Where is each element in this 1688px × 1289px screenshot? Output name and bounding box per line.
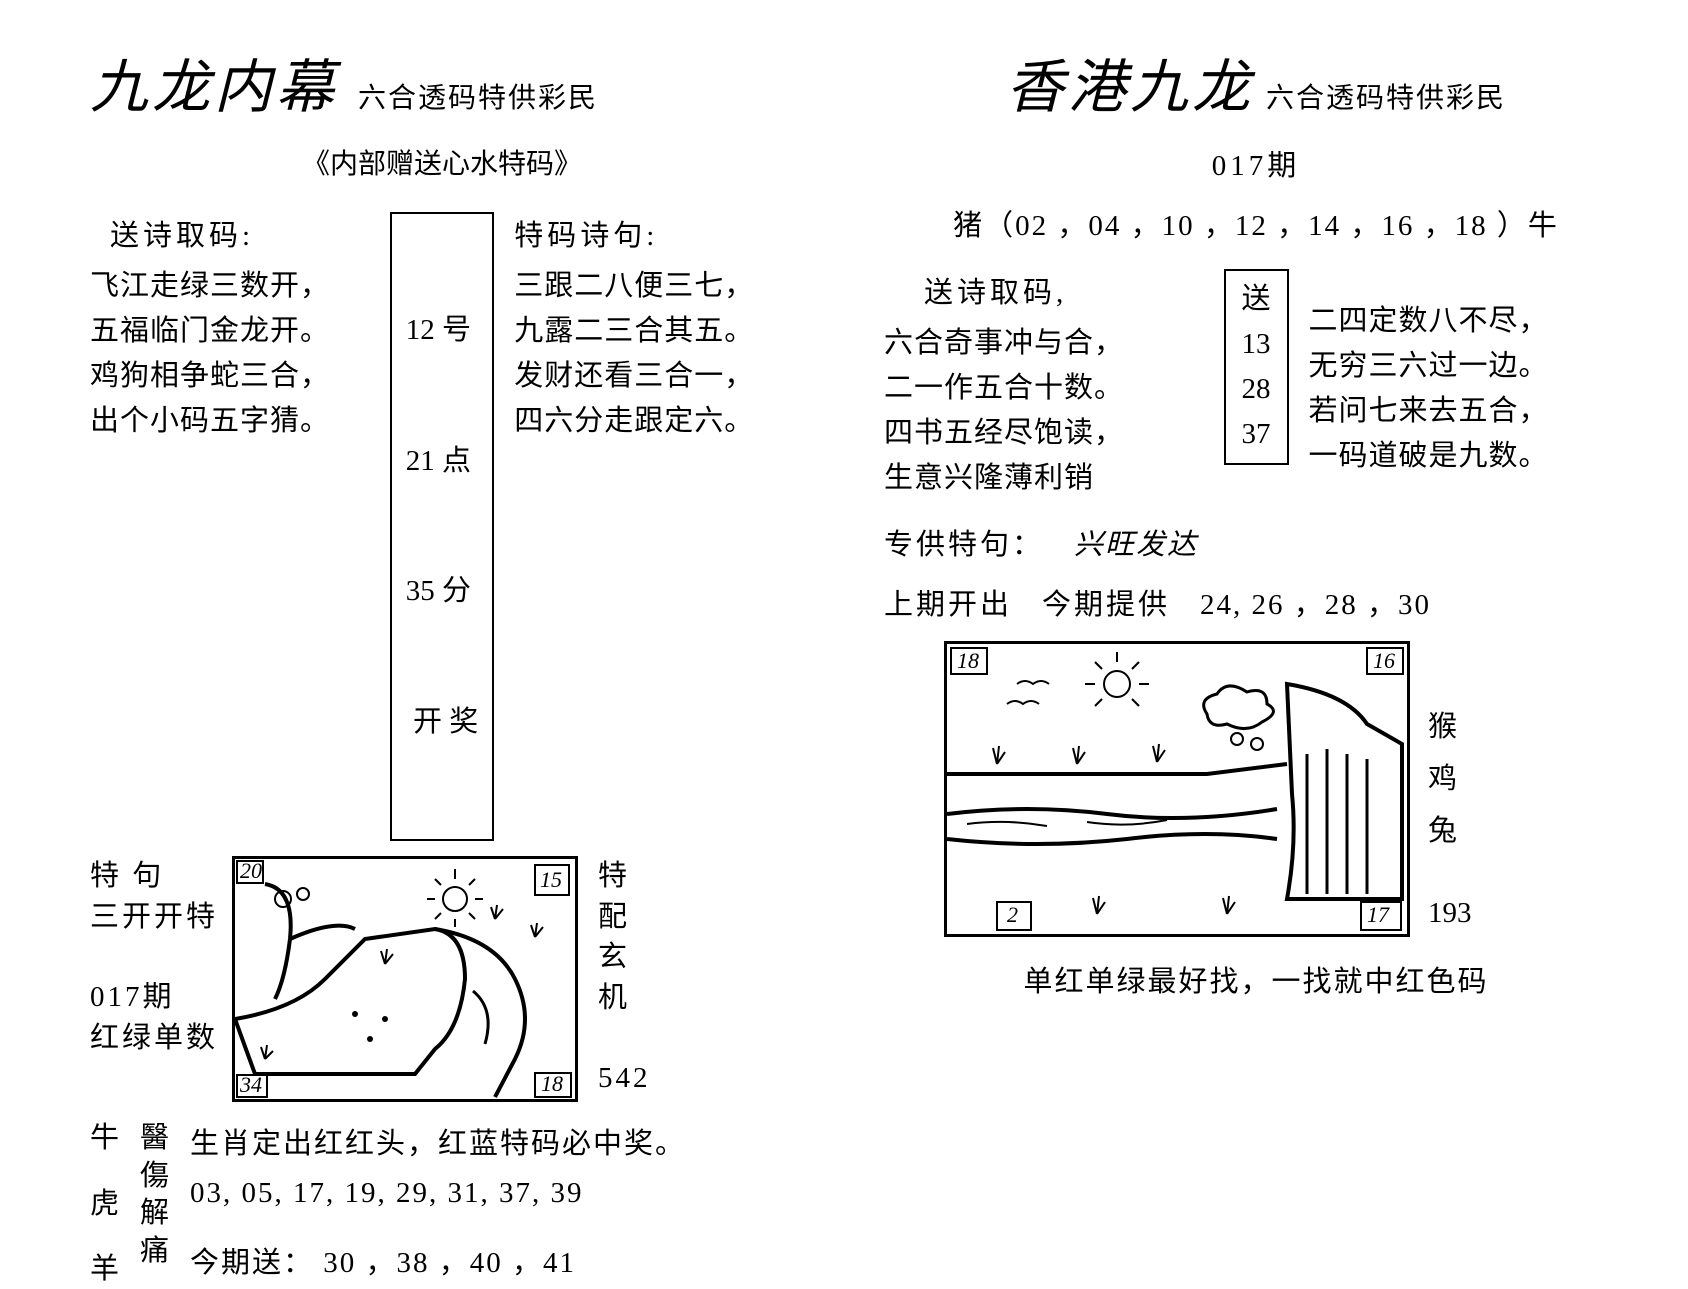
poem-line: 四书五经尽饱读， (884, 411, 1204, 456)
left-code-poem: 三跟二八便三七， 九露二三合其五。 发财还看三合一， 四六分走跟定六。 (514, 264, 794, 444)
poem-line: 若问七来去五合， (1309, 389, 1629, 434)
corner-tl: 20 (240, 859, 262, 883)
left-side-col-left: 特 句 三开开特 017期 红绿单数 (90, 856, 220, 1058)
right-code-poem: 二四定数八不尽， 无穷三六过一边。 若问七来去五合， 一码道破是九数。 (1309, 299, 1629, 479)
poem-line: 三跟二八便三七， (514, 264, 794, 309)
this-label: 今期提供 (1042, 581, 1170, 623)
right-numbox: 送 13 28 37 (1224, 269, 1289, 465)
special-label: 专供特句： (884, 521, 1044, 563)
right-subtitle: 六合透码特供彩民 (1266, 76, 1506, 116)
right-poem: 六合奇事冲与合， 二一作五合十数。 四书五经尽饱读， 生意兴隆薄利销 (884, 321, 1204, 501)
last-label: 上期开出 (884, 581, 1012, 623)
right-title-row: 香港九龙 六合透码特供彩民 (884, 40, 1628, 124)
corner-br: 18 (541, 1071, 563, 1096)
scene-svg-left: 20 15 34 18 (235, 859, 575, 1099)
right-side-col: 猴 鸡 兔 193 (1428, 641, 1472, 940)
numbox-line: 37 (1242, 412, 1271, 457)
poem-line: 鸡狗相争蛇三合， (90, 354, 370, 399)
left-subtitle: 六合透码特供彩民 (358, 76, 598, 116)
numbox-line: 35 分 (406, 570, 479, 614)
side-text: 特配玄机 (598, 856, 651, 1018)
right-title: 香港九龙 (1006, 40, 1254, 124)
zodiac: 虎 (90, 1186, 122, 1224)
left-poem-label: 送诗取码: (90, 212, 370, 254)
this-nums: 24, 26 ，28 ，30 (1200, 581, 1431, 623)
pair-line: 猪（02 ，04 ，10 ，12 ，14 ，16 ，18 ）牛 (884, 202, 1628, 244)
right-poem-row: 送诗取码, 六合奇事冲与合， 二一作五合十数。 四书五经尽饱读， 生意兴隆薄利销… (884, 269, 1628, 501)
numbox-line: 13 (1242, 322, 1271, 367)
special-row: 专供特句： 兴旺发达 (884, 513, 1628, 563)
left-poem-block: 送诗取码: 飞江走绿三数开， 五福临门金龙开。 鸡狗相争蛇三合， 出个小码五字猜… (90, 212, 370, 444)
right-code-poem-block: 二四定数八不尽， 无穷三六过一边。 若问七来去五合， 一码道破是九数。 (1309, 269, 1629, 479)
poem-line: 四六分走跟定六。 (514, 399, 794, 444)
provide-row: 上期开出 今期提供 24, 26 ，28 ，30 (884, 573, 1628, 623)
left-side-col-right: 特配玄机 542 (590, 856, 651, 1099)
today-label: 今期送： (190, 1247, 314, 1279)
right-panel: 香港九龙 六合透码特供彩民 017期 猪（02 ，04 ，10 ，12 ，14 … (844, 0, 1688, 1087)
corner-tr: 15 (540, 867, 562, 892)
right-poem-label: 送诗取码, (884, 269, 1204, 311)
left-panel: 九龙内幕 六合透码特供彩民 《内部赠送心水特码》 送诗取码: 飞江走绿三数开， … (0, 0, 844, 1087)
right-footer: 单红单绿最好找，一找就中红色码 (884, 958, 1628, 1000)
left-poem-row: 送诗取码: 飞江走绿三数开， 五福临门金龙开。 鸡狗相争蛇三合， 出个小码五字猜… (90, 212, 794, 841)
today-row: 今期送： 30 ，38 ，40 ，41 (190, 1239, 686, 1288)
right-draw-row: 18 16 2 17 (884, 641, 1628, 940)
poem-line: 二一作五合十数。 (884, 366, 1204, 411)
body-line: 生肖定出红红头，红蓝特码必中奖。 (190, 1120, 686, 1169)
right-poem-block: 送诗取码, 六合奇事冲与合， 二一作五合十数。 四书五经尽饱读， 生意兴隆薄利销 (884, 269, 1204, 501)
med-col: 醫傷解痛 (140, 1120, 172, 1289)
numbox-line: 12 号 (406, 309, 479, 353)
numbox-line: 21 点 (406, 440, 479, 484)
numbox-line: 28 (1242, 367, 1271, 412)
poem-line: 二四定数八不尽， (1309, 299, 1629, 344)
right-issue: 017期 (884, 142, 1628, 184)
zodiac: 牛 (90, 1120, 122, 1158)
left-title: 九龙内幕 (90, 40, 338, 124)
poem-line: 无穷三六过一边。 (1309, 344, 1629, 389)
scene-svg-right: 18 16 2 17 (947, 644, 1407, 934)
special-val: 兴旺发达 (1074, 521, 1198, 563)
zodiac-col: 牛 虎 羊 (90, 1120, 122, 1289)
issue-text: 017期 (90, 977, 220, 1018)
side-num: 542 (598, 1058, 651, 1099)
zodiac: 羊 (90, 1251, 122, 1289)
today-nums: 30 ，38 ，40 ，41 (323, 1247, 576, 1279)
left-code-poem-label: 特码诗句: (514, 212, 794, 254)
zodiac: 兔 (1428, 805, 1472, 857)
page: 九龙内幕 六合透码特供彩民 《内部赠送心水特码》 送诗取码: 飞江走绿三数开， … (0, 0, 1688, 1087)
numbox-line: 送 (1242, 277, 1271, 322)
poem-line: 一码道破是九数。 (1309, 434, 1629, 479)
left-mid-row: 特 句 三开开特 017期 红绿单数 20 15 34 18 (90, 856, 794, 1102)
left-poem: 飞江走绿三数开， 五福临门金龙开。 鸡狗相争蛇三合， 出个小码五字猜。 (90, 264, 370, 444)
zodiac: 鸡 (1428, 753, 1472, 805)
poem-line: 出个小码五字猜。 (90, 399, 370, 444)
body-line: 03, 05, 17, 19, 29, 31, 37, 39 (190, 1169, 686, 1218)
left-bottom-block: 牛 虎 羊 醫傷解痛 生肖定出红红头，红蓝特码必中奖。 03, 05, 17, … (90, 1120, 794, 1289)
poem-line: 生意兴隆薄利销 (884, 456, 1204, 501)
right-drawing: 18 16 2 17 (944, 641, 1410, 937)
poem-line: 六合奇事冲与合， (884, 321, 1204, 366)
side-num: 193 (1428, 887, 1472, 939)
corner-tl: 18 (957, 648, 979, 673)
poem-line: 五福临门金龙开。 (90, 309, 370, 354)
poem-line: 发财还看三合一， (514, 354, 794, 399)
left-numbox: 12 号 21 点 35 分 开 奖 (390, 212, 495, 841)
left-drawing: 20 15 34 18 (232, 856, 578, 1102)
corner-tr: 16 (1373, 648, 1395, 673)
poem-line: 九露二三合其五。 (514, 309, 794, 354)
left-center-sub: 《内部赠送心水特码》 (90, 142, 794, 182)
numbox-line: 开 奖 (406, 701, 479, 745)
side-text: 三开开特 (90, 897, 220, 938)
corner-bl: 2 (1007, 902, 1018, 927)
side-text: 特 句 (90, 856, 220, 897)
left-code-poem-block: 特码诗句: 三跟二八便三七， 九露二三合其五。 发财还看三合一， 四六分走跟定六… (514, 212, 794, 444)
poem-line: 飞江走绿三数开， (90, 264, 370, 309)
corner-br: 17 (1367, 902, 1390, 927)
left-body: 生肖定出红红头，红蓝特码必中奖。 03, 05, 17, 19, 29, 31,… (190, 1120, 686, 1289)
zodiac: 猴 (1428, 701, 1472, 753)
side-text: 红绿单数 (90, 1018, 220, 1059)
left-title-row: 九龙内幕 六合透码特供彩民 (90, 40, 794, 124)
